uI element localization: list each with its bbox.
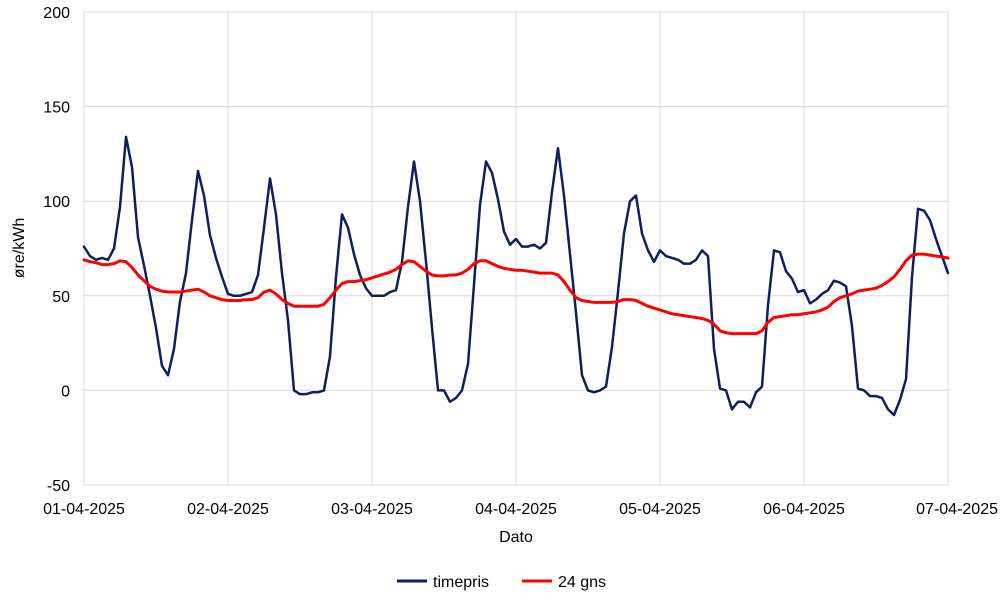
gridlines: [83, 11, 949, 486]
y-axis-tick-labels: -50 0 50 100 150 200: [43, 5, 70, 495]
y-tick-label: -50: [47, 478, 70, 495]
y-tick-label: 150: [43, 100, 70, 117]
series-lines: [82, 135, 950, 417]
x-tick-label: 05-04-2025: [619, 501, 701, 518]
x-tick-label: 06-04-2025: [763, 501, 845, 518]
y-tick-label: 50: [52, 289, 70, 306]
y-tick-label: 200: [43, 5, 70, 22]
y-tick-label: 0: [61, 383, 70, 400]
x-tick-label: 01-04-2025: [43, 501, 125, 518]
legend-label: timepris: [433, 574, 489, 591]
series-line-timepris: [82, 135, 950, 417]
x-tick-label: 07-04-2025: [916, 501, 998, 518]
x-axis-tick-labels: 01-04-2025 02-04-2025 03-04-2025 04-04-2025…: [43, 501, 998, 518]
x-tick-label: 02-04-2025: [187, 501, 269, 518]
series-line-24-gns: [82, 252, 950, 336]
x-tick-label: 03-04-2025: [331, 501, 413, 518]
x-tick-label: 04-04-2025: [475, 501, 557, 518]
legend-label: 24 gns: [558, 574, 606, 591]
y-axis-title: øre/kWh: [11, 218, 28, 278]
x-axis-title: Dato: [499, 529, 533, 546]
legend: timepris 24 gns: [397, 574, 606, 591]
y-tick-label: 100: [43, 194, 70, 211]
